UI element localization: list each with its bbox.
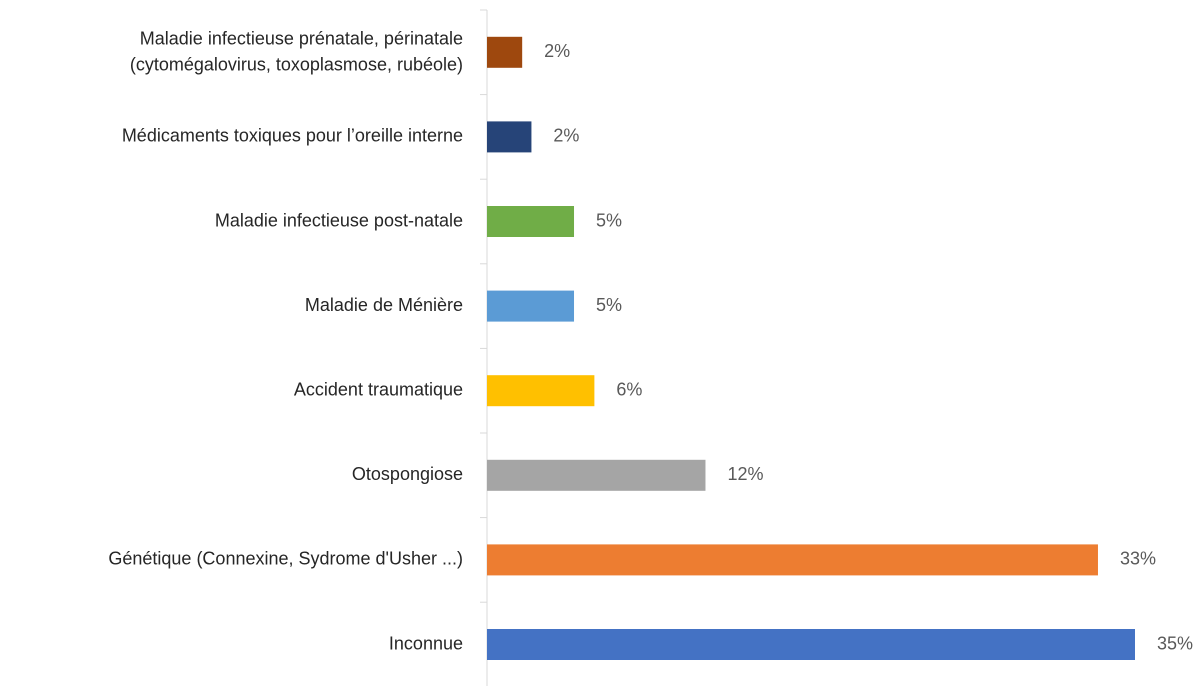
category-label: Accident traumatique	[294, 379, 463, 399]
bar	[487, 544, 1098, 576]
category-label-line: Maladie infectieuse prénatale, périnatal…	[140, 28, 463, 48]
category-label: Otospongiose	[352, 464, 463, 484]
category-label: Maladie de Ménière	[305, 295, 463, 315]
bar	[487, 459, 706, 491]
value-label: 2%	[553, 126, 579, 146]
value-label: 12%	[727, 464, 763, 484]
category-label: Maladie infectieuse post-natale	[215, 210, 463, 230]
value-label: 33%	[1120, 549, 1156, 569]
bar	[487, 629, 1135, 660]
category-label: Médicaments toxiques pour l’oreille inte…	[122, 126, 463, 146]
category-label-line: (cytomégalovirus, toxoplasmose, rubéole)	[130, 54, 463, 74]
bar	[487, 290, 575, 322]
category-label: Génétique (Connexine, Sydrome d'Usher ..…	[108, 549, 463, 569]
bar	[487, 375, 595, 407]
bar	[487, 121, 532, 153]
value-label: 5%	[596, 210, 622, 230]
value-label: 2%	[544, 41, 570, 61]
category-label: Inconnue	[389, 633, 463, 653]
value-label: 35%	[1157, 633, 1193, 653]
bar	[487, 206, 575, 237]
bar	[487, 36, 523, 68]
value-label: 5%	[596, 295, 622, 315]
category-label: Maladie infectieuse prénatale, périnatal…	[130, 28, 463, 74]
value-label: 6%	[616, 379, 642, 399]
